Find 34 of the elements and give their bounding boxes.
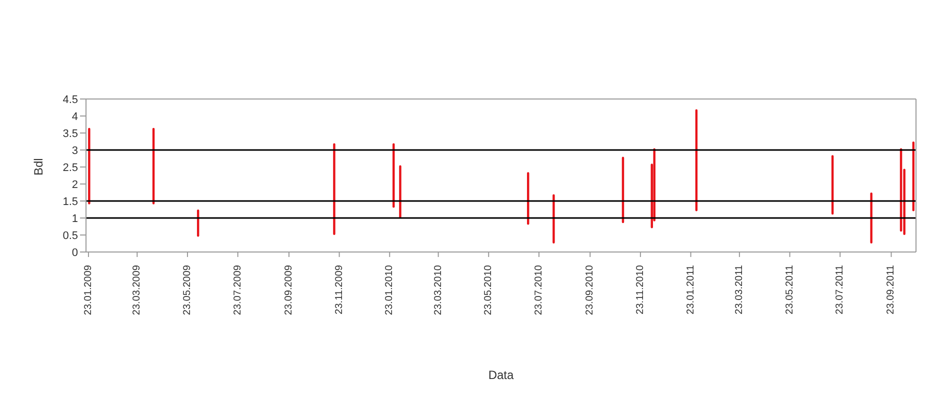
y-tick-label: 4.5 xyxy=(62,94,78,106)
x-tick-label: 23.05.2011 xyxy=(784,264,796,314)
x-tick-label: 23.03.2010 xyxy=(432,264,444,316)
y-axis-title: Bdl xyxy=(31,158,46,176)
y-tick-label: 2 xyxy=(72,178,78,191)
x-tick-label: 23.09.2011 xyxy=(886,264,897,314)
y-tick-label: 3.5 xyxy=(62,128,78,140)
y-tick-label: 4 xyxy=(72,110,78,123)
x-tick-label: 23.05.2009 xyxy=(182,264,193,316)
x-tick-label: 23.09.2009 xyxy=(283,264,294,316)
x-tick-label: 23.01.2011 xyxy=(685,264,696,314)
x-tick-label: 23.11.2010 xyxy=(634,264,646,314)
y-tick-label: 0 xyxy=(72,246,78,259)
x-tick-label: 23.07.2011 xyxy=(834,264,846,314)
x-axis-title: Data xyxy=(488,368,514,382)
x-tick-label: 23.09.2010 xyxy=(584,264,596,316)
x-tick-label: 23.03.2009 xyxy=(132,264,143,316)
bar xyxy=(870,192,872,244)
y-tick-label: 3 xyxy=(72,144,78,157)
x-tick-label: 23.05.2010 xyxy=(483,264,494,316)
bar xyxy=(333,143,336,235)
bar xyxy=(552,194,555,244)
y-tick-label: 2.5 xyxy=(62,162,78,174)
y-tick-label: 1 xyxy=(72,212,78,225)
bar xyxy=(399,165,402,218)
x-tick-label: 23.07.2010 xyxy=(533,264,544,316)
y-tick-label: 0.5 xyxy=(62,230,78,242)
x-tick-label: 23.03.2011 xyxy=(734,264,745,314)
bar xyxy=(88,128,90,204)
x-tick-label: 23.07.2009 xyxy=(232,264,244,316)
x-tick-label: 23.01.2010 xyxy=(384,264,396,316)
y-tick-label: 1.5 xyxy=(62,196,78,208)
x-tick-label: 23.01.2009 xyxy=(82,264,94,316)
x-tick-label: 23.11.2009 xyxy=(334,264,345,314)
